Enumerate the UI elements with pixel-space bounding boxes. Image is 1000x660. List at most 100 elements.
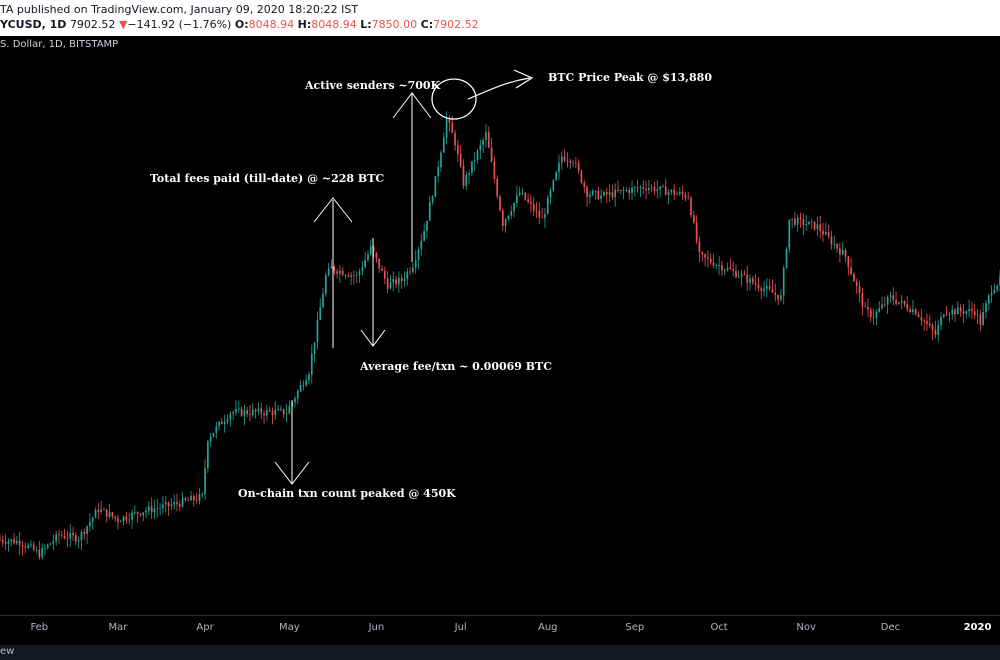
- candle-body: [917, 314, 920, 318]
- candle-body: [38, 549, 41, 558]
- candle-body: [268, 410, 271, 412]
- candle-body: [555, 172, 558, 181]
- txn-arrow-head: [274, 461, 310, 485]
- candle-body: [945, 314, 948, 316]
- candle-body: [777, 294, 779, 300]
- candle-body: [499, 196, 501, 211]
- candle-body: [771, 288, 774, 293]
- candle-body: [895, 300, 897, 304]
- candle-body: [990, 292, 993, 296]
- candle-body: [698, 241, 701, 253]
- candle-body: [608, 192, 611, 195]
- candle-body: [372, 246, 375, 253]
- candle-body: [923, 320, 925, 322]
- candle-body: [392, 279, 395, 283]
- candle-body: [636, 187, 639, 189]
- open-value: 8048.94: [248, 18, 295, 31]
- candle-body: [341, 270, 344, 276]
- candle-body: [625, 190, 628, 191]
- candle-body: [395, 279, 397, 285]
- candle-body: [928, 323, 931, 326]
- candle-body: [336, 271, 338, 274]
- candle-body: [796, 217, 799, 225]
- candle-body: [530, 201, 532, 204]
- candle-body: [912, 309, 914, 313]
- price-peak-label: BTC Price Peak @ $13,880: [548, 71, 712, 84]
- candle-body: [785, 249, 788, 268]
- candle-body: [280, 408, 282, 410]
- candle-body: [527, 199, 529, 202]
- candle-body: [948, 314, 951, 316]
- candle-body: [91, 517, 94, 522]
- x-tick-label: Feb: [30, 622, 48, 633]
- candle-body: [243, 410, 246, 416]
- candle-body: [982, 311, 984, 325]
- candle-body: [302, 385, 305, 387]
- close-label: C:: [420, 18, 434, 31]
- candle-body: [763, 288, 765, 291]
- candle-body: [642, 187, 645, 189]
- candle-body: [215, 426, 218, 433]
- candle-body: [437, 167, 440, 177]
- candle-body: [353, 275, 355, 276]
- candle-body: [153, 508, 156, 513]
- candle-body: [813, 221, 816, 230]
- candle-body: [906, 304, 909, 310]
- candle-body: [757, 284, 760, 289]
- candle-body: [979, 314, 982, 325]
- candle-body: [586, 187, 588, 198]
- candle-body: [325, 275, 327, 294]
- candle-body: [27, 545, 29, 548]
- candle-body: [645, 188, 647, 190]
- candle-body: [695, 222, 698, 242]
- candlestick-chart[interactable]: Total fees paid (till-date) @ ~228 BTC A…: [0, 50, 1000, 615]
- candle-body: [737, 276, 740, 278]
- candle-body: [709, 258, 712, 263]
- candle-body: [791, 218, 793, 220]
- candle-body: [563, 156, 566, 161]
- candle-body: [681, 191, 684, 195]
- candle-body: [673, 190, 675, 195]
- candle-body: [678, 191, 681, 194]
- candle-body: [18, 540, 21, 546]
- candle-body: [136, 511, 139, 514]
- candle-body: [965, 311, 968, 314]
- candle-body: [934, 330, 937, 336]
- candle-body: [361, 267, 364, 272]
- candle-body: [69, 532, 72, 539]
- candle-body: [656, 189, 659, 192]
- candle-body: [434, 176, 437, 197]
- candle-body: [867, 307, 869, 310]
- candle-body: [316, 319, 319, 343]
- candle-body: [190, 496, 192, 501]
- candle-body: [159, 508, 161, 509]
- last-price: 7902.52: [69, 18, 116, 31]
- candle-body: [993, 289, 996, 293]
- publish-header: TA published on TradingView.com, January…: [0, 0, 1000, 36]
- candle-body: [77, 540, 80, 542]
- candle-body: [594, 190, 597, 192]
- candle-body: [117, 518, 119, 522]
- x-tick-label: Oct: [710, 622, 727, 633]
- candle-body: [600, 195, 602, 200]
- candle-body: [633, 187, 636, 189]
- candle-body: [572, 162, 574, 164]
- candle-body: [751, 278, 754, 283]
- candle-body: [802, 219, 805, 226]
- candle-body: [768, 286, 771, 289]
- candle-body: [872, 317, 875, 318]
- candle-body: [257, 408, 260, 412]
- candle-body: [232, 412, 234, 414]
- candle-body: [299, 385, 302, 392]
- candle-body: [58, 534, 60, 536]
- candle-body: [386, 278, 389, 289]
- x-tick-label: Nov: [796, 622, 816, 633]
- candle-body: [462, 165, 465, 187]
- candle-body: [350, 275, 352, 277]
- candle-body: [212, 432, 215, 437]
- low-value: 7850.00: [371, 18, 418, 31]
- candles-layer: [0, 111, 1000, 560]
- candle-body: [426, 220, 428, 232]
- candle-body: [631, 187, 633, 194]
- candle-body: [24, 546, 27, 548]
